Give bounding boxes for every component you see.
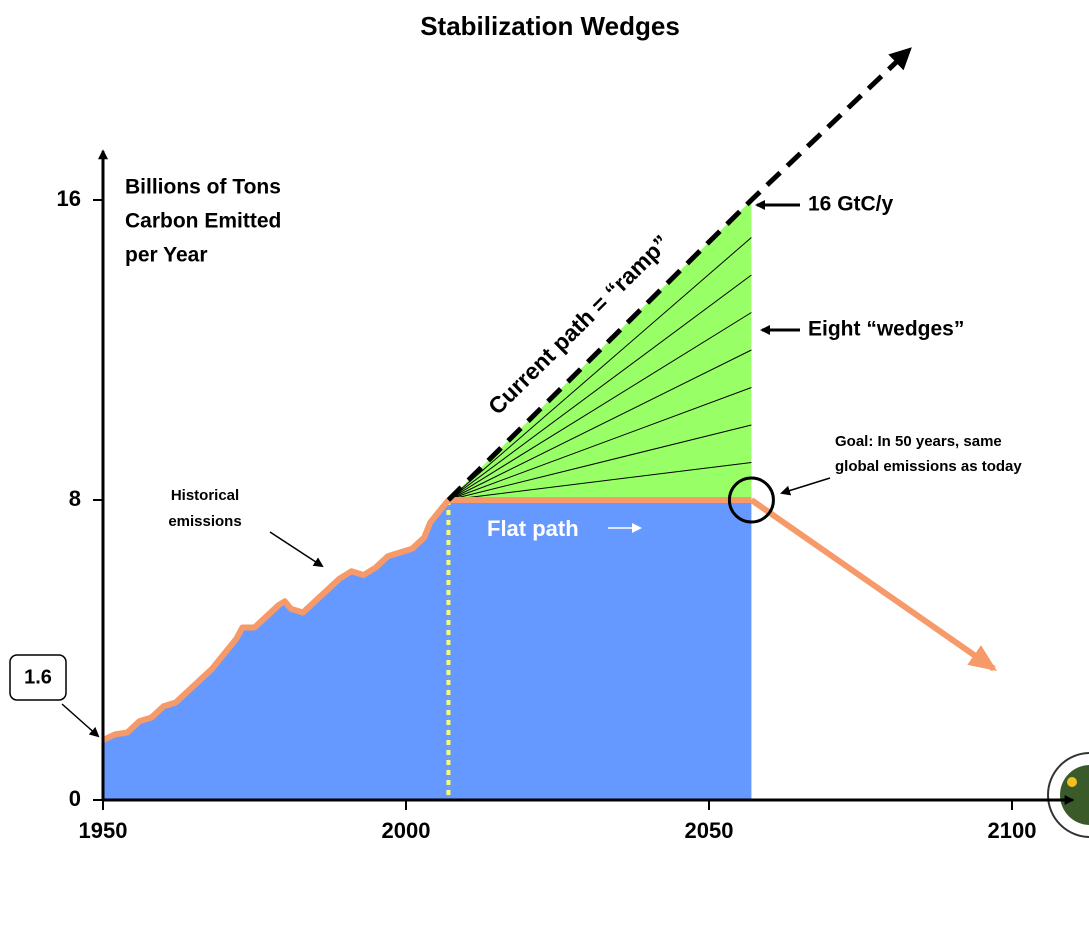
wedge-line <box>448 274 752 501</box>
chart-title: Stabilization Wedges <box>420 11 680 41</box>
goal-label: global emissions as today <box>835 458 1022 475</box>
value-box <box>9 654 67 701</box>
wedge-line <box>448 424 752 501</box>
logo <box>1047 752 1089 838</box>
historical-area <box>103 500 449 800</box>
arrow <box>61 703 100 738</box>
y-tick-label: 0 <box>69 786 81 811</box>
x-tick-label: 2050 <box>685 818 734 843</box>
historical-label: emissions <box>168 513 241 530</box>
y-axis-label: Billions of Tons <box>125 176 281 199</box>
wedge-line <box>448 349 752 501</box>
arrow <box>780 477 831 496</box>
arrow <box>269 531 324 568</box>
top-label: 16 GtC/y <box>808 193 894 216</box>
wedge-line <box>448 462 752 501</box>
wedges-label: Eight “wedges” <box>808 318 964 341</box>
y-tick-label: 8 <box>69 486 81 511</box>
wedge-line <box>448 387 752 501</box>
start-value-label: 1.6 <box>24 666 52 688</box>
goal-circle <box>727 476 775 524</box>
x-tick-label: 2100 <box>988 818 1037 843</box>
ramp-line <box>446 47 912 502</box>
wedge-line <box>448 312 752 501</box>
historical-label: Historical <box>171 487 239 504</box>
decline-line <box>749 497 998 672</box>
y-tick-label: 16 <box>57 186 81 211</box>
x-tick-label: 1950 <box>79 818 128 843</box>
flat-label: Flat path <box>487 516 579 541</box>
wedge-line <box>448 237 752 501</box>
y-axis-label: Carbon Emitted <box>125 210 281 233</box>
historical-line <box>101 498 451 743</box>
flat-area <box>448 500 752 800</box>
goal-label: Goal: In 50 years, same <box>835 433 1002 450</box>
x-tick-label: 2000 <box>382 818 431 843</box>
y-axis-label: per Year <box>125 244 208 267</box>
